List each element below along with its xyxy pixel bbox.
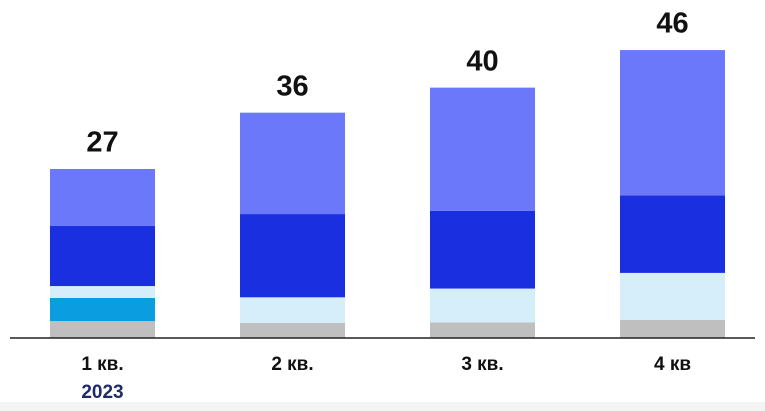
bar-segment — [430, 210, 535, 289]
bar-segment — [50, 286, 155, 298]
bar-segment — [50, 169, 155, 226]
bar-segment — [240, 214, 345, 298]
total-label: 27 — [86, 127, 118, 159]
bar-segment — [50, 321, 155, 338]
bar-segment — [620, 319, 725, 338]
bar-segment — [240, 297, 345, 323]
bar-segment — [620, 50, 725, 196]
footer-strip — [0, 402, 765, 411]
bar-segment — [620, 195, 725, 273]
x-tick-label: 4 кв — [654, 354, 691, 375]
bar-segment — [240, 112, 345, 215]
bar-segment — [50, 297, 155, 322]
total-label: 40 — [466, 45, 498, 77]
bar-segment — [620, 272, 725, 320]
bar-segment — [430, 288, 535, 323]
x-tick-label: 3 кв. — [461, 354, 503, 375]
bar-segment — [50, 225, 155, 287]
x-tick-label: 2 кв. — [271, 354, 313, 375]
year-label: 2023 — [81, 382, 123, 403]
bar-segment — [430, 87, 535, 211]
bar-segment — [430, 322, 535, 338]
x-tick-label: 1 кв. — [81, 354, 123, 375]
bar-segment — [240, 322, 345, 338]
total-label: 36 — [276, 70, 308, 102]
total-label: 46 — [656, 8, 688, 40]
